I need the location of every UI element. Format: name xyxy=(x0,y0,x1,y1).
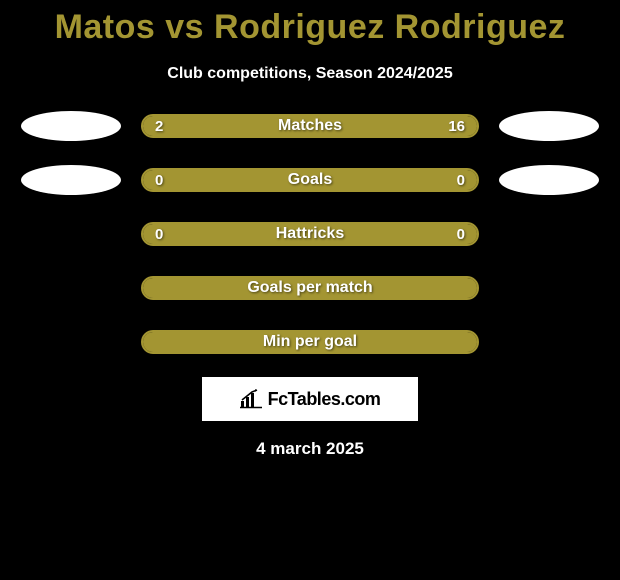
bar-fill-right xyxy=(203,116,477,136)
stat-bar-goals: 0 Goals 0 xyxy=(141,168,479,192)
player-right-avatar xyxy=(499,111,599,141)
stat-bar-matches: 2 Matches 16 xyxy=(141,114,479,138)
brand-text: FcTables.com xyxy=(268,389,381,410)
bar-fill-full xyxy=(143,332,477,352)
bar-fill-left xyxy=(143,116,203,136)
stat-row-goals-per-match: Goals per match xyxy=(0,273,620,303)
subtitle: Club competitions, Season 2024/2025 xyxy=(0,65,620,83)
stat-left-value: 0 xyxy=(155,224,163,244)
bar-fill-full xyxy=(143,224,477,244)
bar-fill-full xyxy=(143,278,477,298)
stat-right-value: 16 xyxy=(448,116,465,136)
stat-bar-hattricks: 0 Hattricks 0 xyxy=(141,222,479,246)
stat-right-value: 0 xyxy=(457,224,465,244)
player-left-avatar xyxy=(21,111,121,141)
stat-left-value: 2 xyxy=(155,116,163,136)
stat-row-goals: 0 Goals 0 xyxy=(0,165,620,195)
bar-fill-full xyxy=(143,170,477,190)
page-title: Matos vs Rodriguez Rodriguez xyxy=(0,8,620,47)
chart-icon xyxy=(240,389,262,409)
stat-bar-goals-per-match: Goals per match xyxy=(141,276,479,300)
date-label: 4 march 2025 xyxy=(0,439,620,459)
stat-row-min-per-goal: Min per goal xyxy=(0,327,620,357)
player-left-avatar-2 xyxy=(21,165,121,195)
branding-badge: FcTables.com xyxy=(202,377,418,421)
stat-row-hattricks: 0 Hattricks 0 xyxy=(0,219,620,249)
stat-bar-min-per-goal: Min per goal xyxy=(141,330,479,354)
stat-left-value: 0 xyxy=(155,170,163,190)
stat-row-matches: 2 Matches 16 xyxy=(0,111,620,141)
stat-right-value: 0 xyxy=(457,170,465,190)
player-right-avatar-2 xyxy=(499,165,599,195)
infographic-container: Matos vs Rodriguez Rodriguez Club compet… xyxy=(0,0,620,459)
